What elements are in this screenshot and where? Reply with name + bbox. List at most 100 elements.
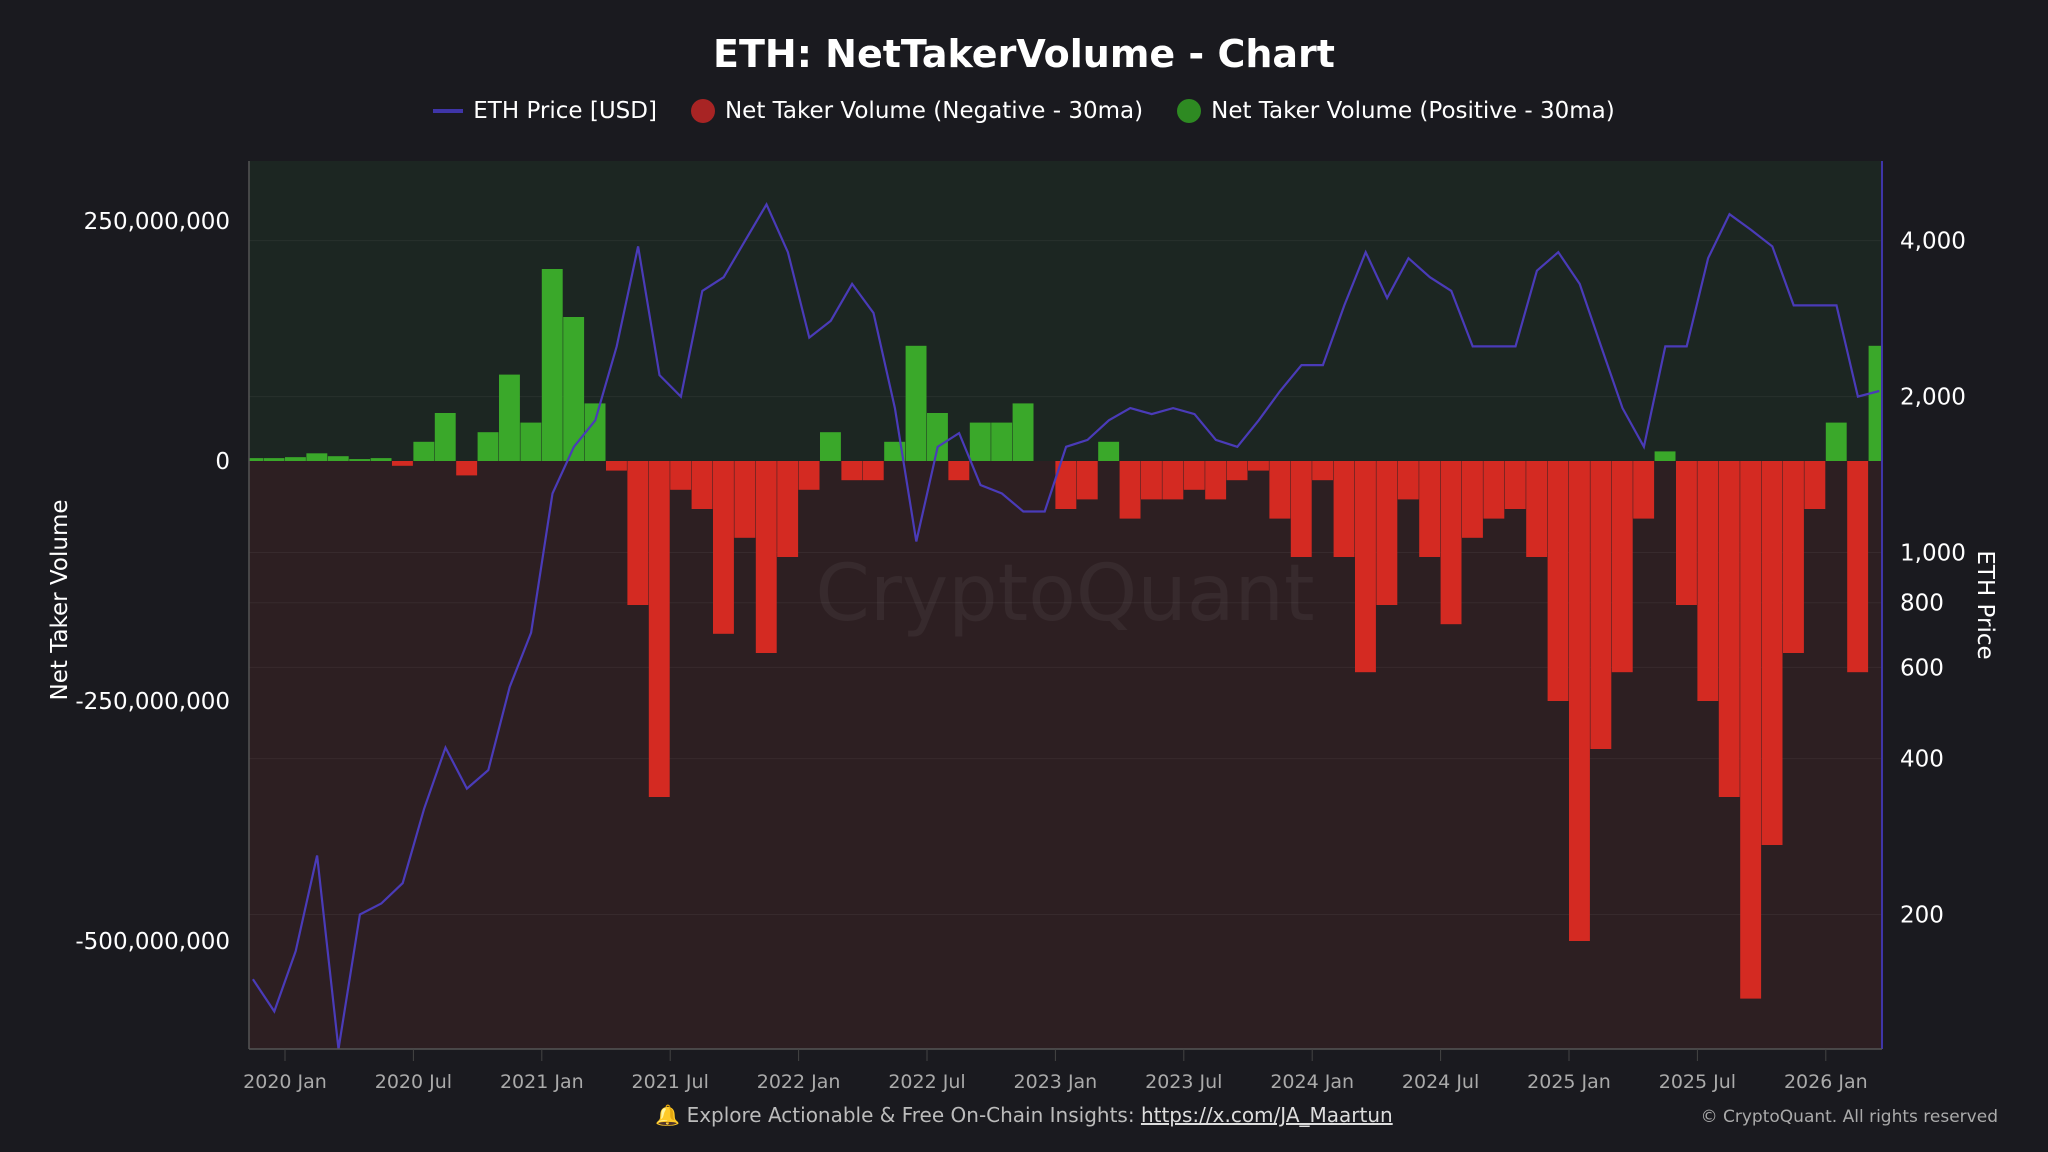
negative-volume-bar — [1226, 461, 1248, 481]
right-tick-label: 1,000 — [1900, 540, 1966, 566]
positive-volume-bar — [520, 422, 542, 461]
legend-label: ETH Price [USD] — [473, 98, 657, 124]
negative-volume-bar — [1526, 461, 1548, 557]
positive-volume-bar — [349, 459, 371, 461]
negative-volume-bar — [1355, 461, 1376, 673]
positive-volume-bar — [927, 413, 948, 461]
volume-bars — [249, 269, 1882, 999]
positive-volume-bar — [969, 422, 991, 461]
red-dot-icon — [690, 99, 715, 123]
negative-volume-bar — [1205, 461, 1227, 500]
footer: 🔔 Explore Actionable & Free On-Chain Ins… — [0, 1103, 2048, 1127]
negative-volume-bar — [1162, 461, 1184, 500]
negative-volume-bar — [1055, 461, 1077, 509]
price-line — [251, 202, 1880, 1049]
negative-volume-bar — [1847, 461, 1869, 673]
negative-volume-bar — [606, 461, 627, 471]
positive-volume-bar — [306, 453, 328, 461]
positive-volume-bar — [1868, 345, 1882, 461]
positive-volume-bar — [285, 457, 306, 461]
negative-volume-bar — [1183, 461, 1205, 490]
negative-volume-bar — [648, 461, 670, 797]
negative-volume-bar — [1740, 461, 1762, 999]
negative-volume-bar — [1419, 461, 1441, 557]
positive-volume-bar — [1654, 451, 1676, 461]
right-tick-label: 200 — [1900, 903, 1944, 929]
x-tick-label: 2024 Jan — [1270, 1071, 1354, 1093]
legend-label: Net Taker Volume (Positive - 30ma) — [1211, 98, 1615, 124]
watermark: CryptoQuant — [815, 549, 1314, 639]
negative-volume-bar — [1248, 461, 1269, 471]
negative-volume-bar — [392, 461, 413, 466]
left-axis-title: Net Taker Volume — [47, 500, 73, 701]
x-tick-label: 2023 Jan — [1014, 1071, 1098, 1093]
negative-volume-bar — [1804, 461, 1826, 509]
footer-text: Explore Actionable & Free On-Chain Insig… — [686, 1103, 1141, 1127]
negative-volume-bar — [1290, 461, 1312, 557]
legend: ETH Price [USD] Net Taker Volume (Negati… — [0, 98, 2048, 124]
legend-item-positive[interactable]: Net Taker Volume (Positive - 30ma) — [1177, 98, 1615, 124]
negative-volume-bar — [1483, 461, 1505, 519]
negative-volume-bar — [734, 461, 756, 538]
negative-volume-bar — [948, 461, 970, 481]
negative-volume-bar — [670, 461, 692, 490]
positive-volume-bar — [584, 403, 606, 461]
positive-volume-bar — [820, 432, 841, 461]
x-ticks: 2020 Jan 2020 Jul 2021 Jan 2021 Jul 2022 Jan… — [243, 1049, 1868, 1093]
negative-volume-bar — [1397, 461, 1419, 500]
x-tick-label: 2025 Jan — [1527, 1071, 1611, 1093]
negative-volume-bar — [456, 461, 478, 476]
negative-volume-bar — [1633, 461, 1655, 519]
left-ticks: 250,000,000 0 -250,000,000 -500,000,000 — [75, 209, 230, 955]
negative-volume-bar — [1269, 461, 1291, 519]
right-tick-label: 800 — [1900, 591, 1944, 617]
negative-volume-bar — [691, 461, 713, 509]
negative-volume-bar — [627, 461, 649, 605]
positive-volume-bar — [905, 345, 927, 461]
positive-volume-bar — [991, 422, 1013, 461]
positive-volume-bar — [884, 441, 906, 461]
positive-volume-bar — [499, 374, 520, 461]
positive-volume-bar — [477, 432, 499, 461]
negative-volume-bar — [1783, 461, 1804, 653]
positive-volume-bar — [1825, 422, 1847, 461]
x-tick-label: 2026 Jan — [1784, 1071, 1868, 1093]
positive-volume-bar — [249, 458, 264, 461]
legend-item-price[interactable]: ETH Price [USD] — [433, 98, 657, 124]
legend-item-negative[interactable]: Net Taker Volume (Negative - 30ma) — [690, 98, 1144, 124]
positive-volume-bar — [413, 441, 435, 461]
x-tick-label: 2020 Jul — [375, 1071, 452, 1093]
negative-volume-bar — [1718, 461, 1740, 797]
negative-volume-bar — [798, 461, 820, 490]
positive-volume-bar — [563, 317, 585, 461]
bell-icon: 🔔 — [655, 1103, 681, 1127]
positive-volume-bar — [541, 269, 563, 461]
positive-volume-bar — [327, 456, 349, 461]
green-dot-icon — [1177, 99, 1202, 123]
positive-volume-bar — [434, 413, 456, 461]
right-axis-title: ETH Price — [1972, 550, 1998, 659]
negative-volume-bar — [1547, 461, 1569, 701]
right-tick-label: 2,000 — [1900, 385, 1966, 411]
negative-volume-bar — [1697, 461, 1719, 701]
negative-volume-bar — [1076, 461, 1098, 500]
negative-volume-bar — [1312, 461, 1334, 481]
right-tick-label: 4,000 — [1900, 229, 1966, 255]
negative-volume-bar — [1440, 461, 1462, 625]
footer-link[interactable]: https://x.com/JA_Maartun — [1140, 1103, 1393, 1127]
negative-volume-bar — [1569, 461, 1590, 941]
x-tick-label: 2024 Jul — [1402, 1071, 1479, 1093]
negative-volume-bar — [777, 461, 799, 557]
right-tick-label: 400 — [1900, 747, 1944, 773]
copyright: © CryptoQuant. All rights reserved — [1700, 1107, 1998, 1127]
x-tick-label: 2021 Jul — [632, 1071, 709, 1093]
negative-volume-bar — [1462, 461, 1483, 538]
legend-label: Net Taker Volume (Negative - 30ma) — [724, 98, 1144, 124]
x-tick-label: 2025 Jul — [1659, 1071, 1736, 1093]
negative-volume-bar — [1376, 461, 1398, 605]
negative-volume-bar — [841, 461, 863, 481]
negative-volume-bar — [1504, 461, 1526, 509]
x-tick-label: 2022 Jul — [888, 1071, 965, 1093]
negative-volume-bar — [1141, 461, 1162, 500]
